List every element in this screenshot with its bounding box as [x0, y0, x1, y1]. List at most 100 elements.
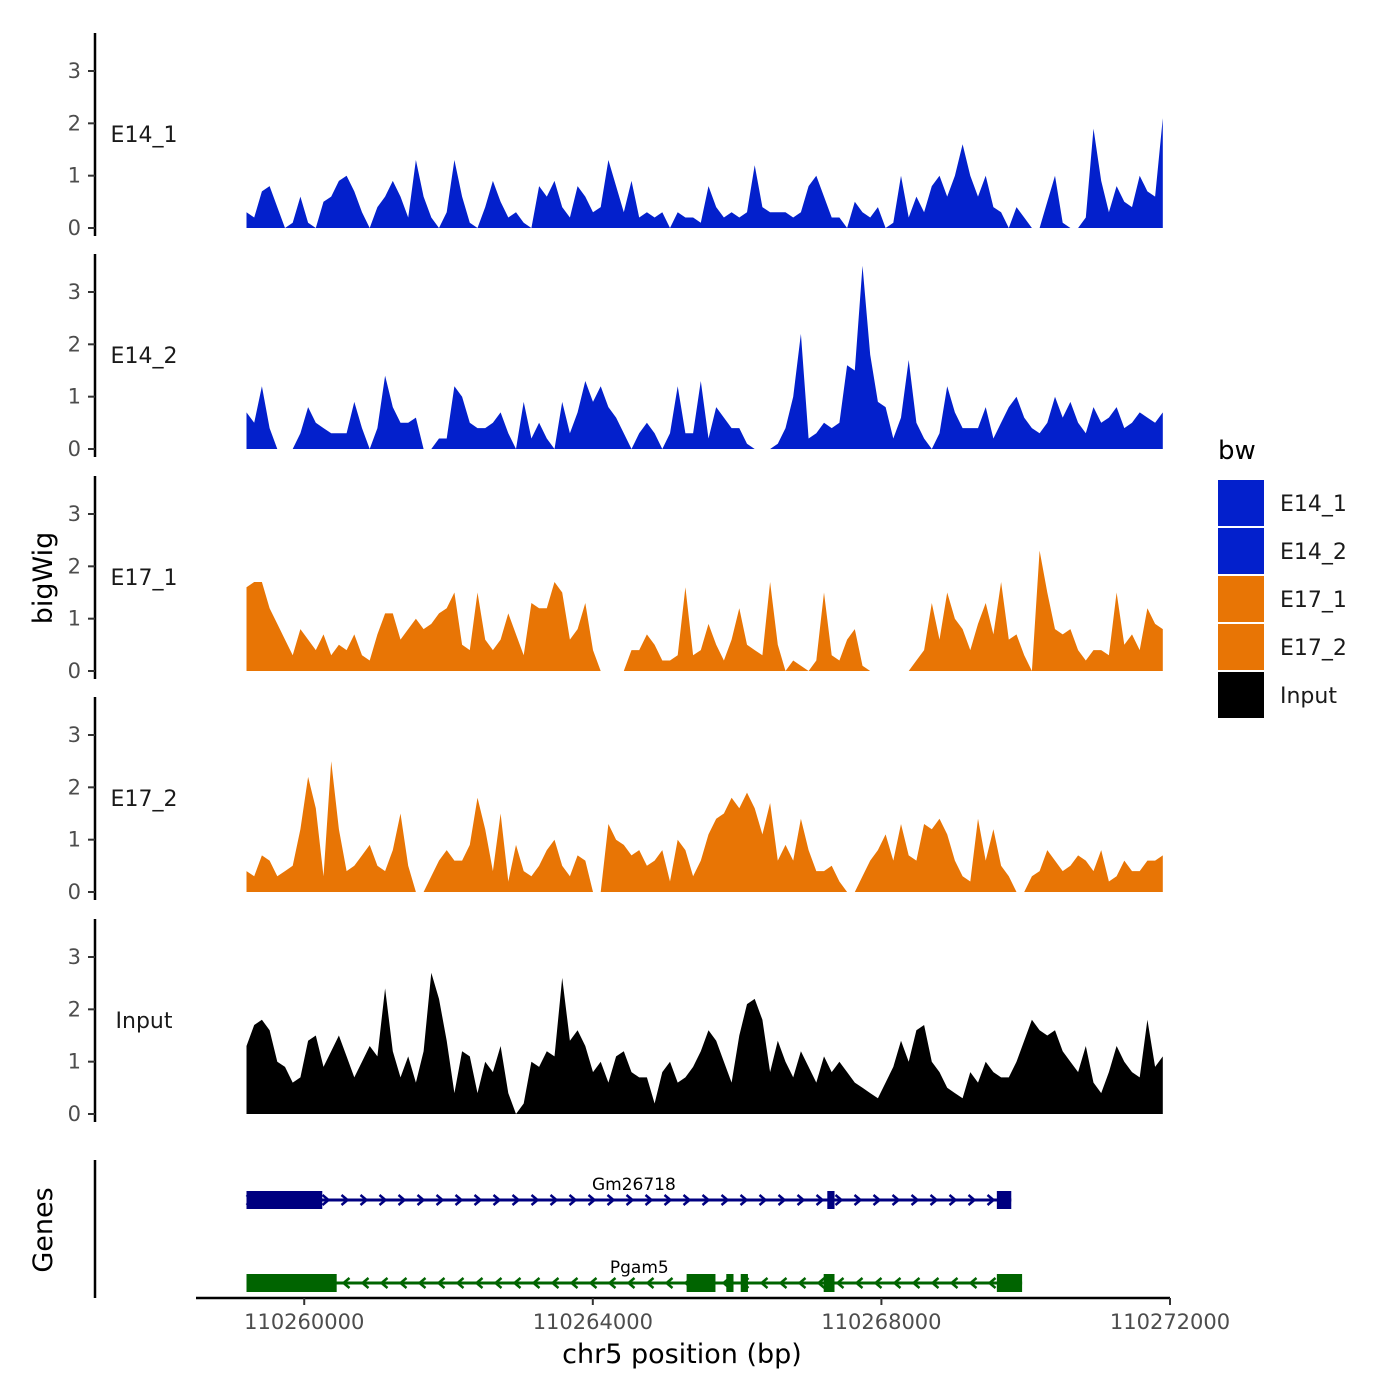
strand-chevron [739, 1194, 749, 1206]
signal-area-e14-1 [246, 118, 1163, 228]
strand-chevron [568, 1194, 578, 1206]
y-tick-label: 0 [68, 1102, 81, 1126]
y-tick-label: 0 [68, 659, 81, 683]
exon-block [246, 1191, 323, 1209]
exon-block [827, 1191, 835, 1209]
strand-chevron [321, 1194, 331, 1206]
exon-block [246, 1274, 337, 1292]
strand-chevron [873, 1277, 883, 1289]
strand-chevron [379, 1277, 389, 1289]
track-e17-1: 0 1 2 3 E17_1 [68, 476, 1163, 683]
strand-chevron [720, 1194, 730, 1206]
strand-chevron [892, 1277, 902, 1289]
strand-chevron [701, 1194, 711, 1206]
strand-chevron [569, 1277, 579, 1289]
legend-label: E14_2 [1280, 540, 1347, 565]
genes-axis-title: Genes [28, 1187, 59, 1272]
strand-chevron [967, 1194, 977, 1206]
gene-label: Pgam5 [610, 1258, 669, 1278]
strand-chevron [416, 1194, 426, 1206]
legend-swatch [1218, 480, 1264, 526]
exon-block [996, 1191, 1012, 1209]
y-tick-label: 1 [68, 164, 81, 188]
track-label: E17_1 [111, 566, 178, 591]
legend-label: Input [1280, 684, 1337, 709]
strand-chevron [473, 1194, 483, 1206]
track-e14-1: 0 1 2 3 E14_1 [68, 33, 1163, 240]
exon-block [996, 1274, 1023, 1292]
strand-chevron [777, 1194, 787, 1206]
strand-chevron [606, 1194, 616, 1206]
strand-chevron [588, 1277, 598, 1289]
track-e14-2: 0 1 2 3 E14_2 [68, 254, 1163, 461]
strand-chevron [607, 1277, 617, 1289]
strand-chevron [511, 1194, 521, 1206]
legend-swatch [1218, 528, 1264, 574]
strand-chevron [341, 1277, 351, 1289]
legend: bw E14_1 E14_2 E17_1 E17_2 Input [1218, 436, 1347, 718]
strand-chevron [398, 1277, 408, 1289]
y-tick-label: 0 [68, 216, 81, 240]
y-tick-label: 0 [68, 437, 81, 461]
strand-chevron [531, 1277, 541, 1289]
strand-chevron [872, 1194, 882, 1206]
strand-chevron [530, 1194, 540, 1206]
gene-track: Gm26718 Pgam5 [93, 1160, 1023, 1298]
strand-chevron [853, 1194, 863, 1206]
strand-chevron [512, 1277, 522, 1289]
y-tick-label: 2 [68, 997, 81, 1021]
strand-chevron [797, 1277, 807, 1289]
track-input: 0 1 2 3 Input [68, 919, 1163, 1126]
strand-chevron [492, 1194, 502, 1206]
exon-block [726, 1274, 734, 1292]
y-tick-label: 3 [68, 502, 81, 526]
track-label: Input [116, 1009, 173, 1034]
strand-chevron [949, 1277, 959, 1289]
y-tick-label: 2 [68, 554, 81, 578]
gene-label: Gm26718 [592, 1175, 676, 1195]
strand-chevron [986, 1194, 996, 1206]
signal-area-e17-2 [246, 761, 1163, 892]
legend-swatch [1218, 576, 1264, 622]
strand-chevron [854, 1277, 864, 1289]
strand-chevron [663, 1194, 673, 1206]
y-tick-label: 1 [68, 828, 81, 852]
strand-chevron [664, 1277, 674, 1289]
strand-chevron [968, 1277, 978, 1289]
strand-chevron [378, 1194, 388, 1206]
signal-area-e14-2 [246, 265, 1163, 449]
gene-gm26718: Gm26718 [245, 1175, 1012, 1209]
strand-chevron [758, 1194, 768, 1206]
y-tick-label: 3 [68, 723, 81, 747]
strand-chevron [796, 1194, 806, 1206]
strand-chevron [815, 1194, 825, 1206]
x-tick-label: 110268000 [821, 1310, 941, 1334]
y-tick-label: 2 [68, 111, 81, 135]
strand-chevron [587, 1194, 597, 1206]
y-tick-label: 0 [68, 880, 81, 904]
strand-chevron [987, 1277, 997, 1289]
x-tick-label: 110272000 [1110, 1310, 1230, 1334]
track-label: E17_2 [111, 787, 178, 812]
track-label: E14_2 [111, 344, 178, 369]
strand-chevron [891, 1194, 901, 1206]
strand-chevron [626, 1277, 636, 1289]
strand-chevron [929, 1194, 939, 1206]
gene-pgam5: Pgam5 [246, 1258, 1023, 1292]
legend-label: E17_2 [1280, 636, 1347, 661]
strand-chevron [835, 1277, 845, 1289]
exon-block [823, 1274, 835, 1292]
strand-chevron [644, 1194, 654, 1206]
y-tick-label: 1 [68, 385, 81, 409]
exon-block [740, 1274, 748, 1292]
y-tick-label: 3 [68, 280, 81, 304]
strand-chevron [948, 1194, 958, 1206]
y-tick-label: 2 [68, 332, 81, 356]
strand-chevron [759, 1277, 769, 1289]
strand-chevron [778, 1277, 788, 1289]
legend-label: E17_1 [1280, 588, 1347, 613]
strand-chevron [625, 1194, 635, 1206]
strand-chevron [930, 1277, 940, 1289]
strand-chevron [436, 1277, 446, 1289]
